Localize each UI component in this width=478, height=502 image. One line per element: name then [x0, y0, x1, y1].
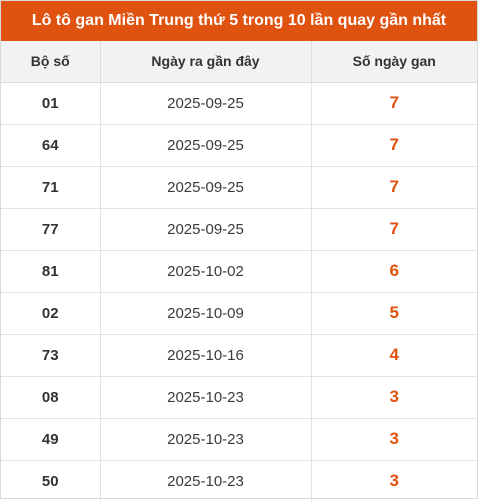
cell-so-ngay-gan: 7 [310, 124, 477, 167]
cell-so-ngay-gan: 7 [310, 166, 477, 209]
cell-ngay-ra: 2025-10-02 [99, 250, 311, 293]
cell-bo-so: 77 [1, 208, 100, 251]
cell-so-ngay-gan: 7 [310, 208, 477, 251]
cell-ngay-ra: 2025-10-23 [99, 376, 311, 419]
cell-so-ngay-gan: 3 [310, 418, 477, 461]
lo-gan-table: Bộ số Ngày ra gần đây Số ngày gan 01 202… [1, 41, 477, 502]
table-title: Lô tô gan Miền Trung thứ 5 trong 10 lần … [1, 1, 477, 41]
cell-bo-so: 08 [1, 376, 100, 419]
table-header-row: Bộ số Ngày ra gần đây Số ngày gan [1, 41, 477, 83]
cell-so-ngay-gan: 7 [310, 82, 477, 125]
cell-so-ngay-gan: 3 [310, 376, 477, 419]
cell-ngay-ra: 2025-10-16 [99, 334, 311, 377]
table-row: 02 2025-10-09 5 [1, 292, 477, 335]
cell-bo-so: 02 [1, 292, 100, 335]
column-header-bo-so: Bộ số [1, 41, 100, 83]
table-row: 81 2025-10-02 6 [1, 250, 477, 293]
table-row: 73 2025-10-16 4 [1, 334, 477, 377]
cell-so-ngay-gan: 3 [310, 460, 477, 502]
cell-so-ngay-gan: 4 [310, 334, 477, 377]
cell-bo-so: 01 [1, 82, 100, 125]
column-header-so-ngay-gan: Số ngày gan [310, 41, 477, 83]
cell-ngay-ra: 2025-10-23 [99, 460, 311, 502]
cell-bo-so: 73 [1, 334, 100, 377]
table-row: 01 2025-09-25 7 [1, 82, 477, 125]
cell-so-ngay-gan: 6 [310, 250, 477, 293]
cell-so-ngay-gan: 5 [310, 292, 477, 335]
cell-ngay-ra: 2025-10-09 [99, 292, 311, 335]
table-row: 08 2025-10-23 3 [1, 376, 477, 419]
cell-bo-so: 81 [1, 250, 100, 293]
cell-ngay-ra: 2025-09-25 [99, 124, 311, 167]
table-row: 49 2025-10-23 3 [1, 418, 477, 461]
cell-bo-so: 49 [1, 418, 100, 461]
cell-bo-so: 50 [41, 472, 59, 490]
cell-bo-so: 64 [1, 124, 100, 167]
cell-ngay-ra: 2025-09-25 [99, 82, 311, 125]
cell-bo-so: 71 [1, 166, 100, 209]
table-row: 50 2025-10-23 3 [1, 460, 477, 502]
table-row: 71 2025-09-25 7 [1, 166, 477, 209]
column-header-ngay-ra: Ngày ra gần đây [99, 41, 311, 83]
table-row: 77 2025-09-25 7 [1, 208, 477, 251]
cell-ngay-ra: 2025-10-23 [99, 418, 311, 461]
cell-ngay-ra: 2025-09-25 [99, 208, 311, 251]
cell-ngay-ra: 2025-09-25 [99, 166, 311, 209]
table-row: 64 2025-09-25 7 [1, 124, 477, 167]
